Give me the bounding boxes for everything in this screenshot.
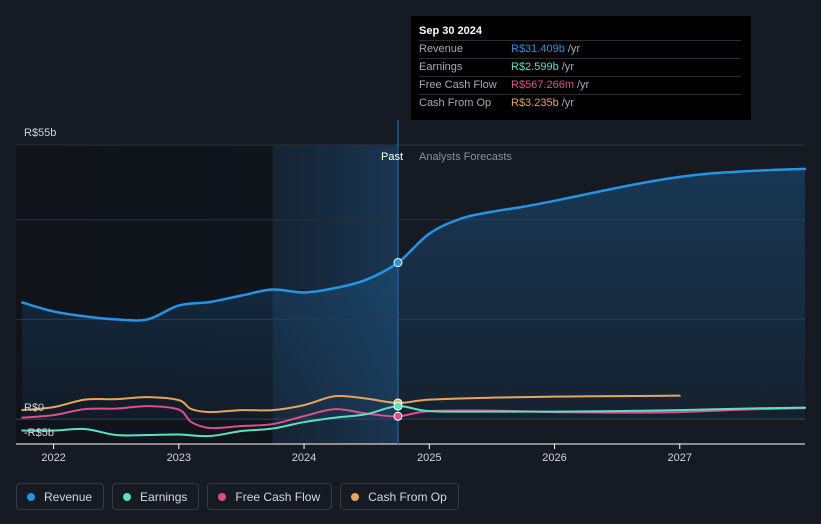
revenue-line (21, 167, 807, 322)
x-tick-label: 2027 (668, 452, 692, 464)
cash-from-op-line (21, 394, 681, 414)
earnings-marker (393, 401, 403, 411)
earnings-line (21, 405, 806, 438)
tooltip-value: R$3.235b (511, 97, 559, 109)
x-tick-label: 2024 (292, 452, 316, 464)
legend-item-cash-from-op[interactable]: Cash From Op (340, 483, 459, 510)
legend-item-free-cash-flow[interactable]: Free Cash Flow (207, 483, 333, 510)
legend-label: Revenue (44, 489, 93, 504)
revenue-dot-icon (27, 492, 35, 501)
tooltip-date: Sep 30 2024 (419, 25, 482, 37)
free-cash-flow-dot-icon (218, 492, 227, 501)
cash-from-op-dot-icon (351, 492, 360, 501)
tooltip-row-earnings: Earnings R$2.599b /yr (419, 58, 741, 76)
earnings-dot-icon (123, 492, 132, 501)
free-cash-flow-line (21, 405, 806, 430)
tooltip-unit: /yr (577, 79, 590, 91)
legend-label: Free Cash Flow (235, 489, 321, 504)
tooltip-unit: /yr (561, 97, 574, 109)
tooltip-row-revenue: Revenue R$31.409b /yr (419, 40, 741, 58)
tooltip: Sep 30 2024 Revenue R$31.409b /yr Earnin… (411, 16, 751, 120)
y-zero-label: R$0 (24, 402, 44, 414)
tooltip-value: R$31.409b (511, 43, 565, 55)
tooltip-row-cash-from-op: Cash From Op R$3.235b /yr (419, 94, 741, 112)
y-bottom-label: -R$5b (24, 427, 54, 439)
legend-label: Earnings (140, 489, 188, 504)
tooltip-label: Free Cash Flow (419, 79, 497, 91)
legend-label: Cash From Op (368, 489, 447, 504)
tooltip-label: Cash From Op (419, 97, 492, 109)
revenue-area (22, 168, 806, 420)
tooltip-label: Revenue (419, 43, 464, 55)
x-tick-label: 2022 (41, 452, 65, 464)
forecast-label: Analysts Forecasts (419, 151, 512, 163)
tooltip-row-free-cash-flow: Free Cash Flow R$567.266m /yr (419, 76, 741, 94)
x-tick-label: 2025 (417, 452, 441, 464)
tooltip-value: R$2.599b (511, 61, 559, 73)
free-cash-flow-marker (393, 411, 403, 421)
tooltip-unit: /yr (567, 43, 581, 55)
tooltip-label: Earnings (419, 61, 463, 73)
y-top-label: R$55b (24, 127, 56, 139)
x-tick-label: 2023 (167, 452, 191, 464)
legend-item-revenue[interactable]: Revenue (16, 483, 105, 510)
x-tick-label: 2026 (542, 452, 566, 464)
chart: R$55b R$0 -R$5b Past Analysts Forecasts … (16, 120, 807, 464)
legend-item-earnings[interactable]: Earnings (112, 483, 200, 510)
tooltip-value: R$567.266m (511, 79, 574, 91)
tooltip-unit: /yr (561, 61, 574, 73)
legend: Revenue Earnings Free Cash Flow Cash Fro… (16, 483, 459, 510)
revenue-marker (393, 258, 403, 268)
past-label: Past (381, 151, 403, 163)
